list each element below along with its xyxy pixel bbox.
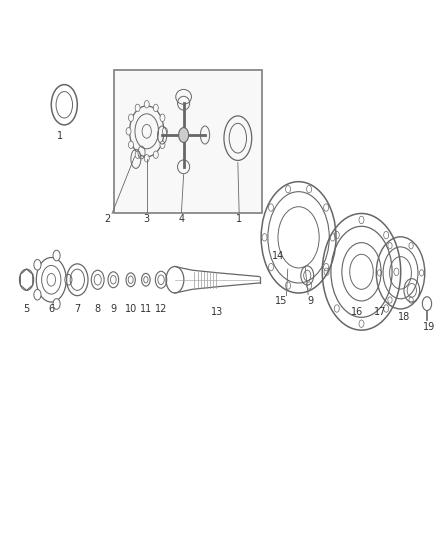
Text: 7: 7	[74, 304, 81, 314]
Ellipse shape	[144, 101, 149, 108]
Text: 17: 17	[374, 306, 386, 317]
Text: 1: 1	[57, 131, 63, 141]
Text: 6: 6	[48, 304, 54, 314]
Ellipse shape	[34, 260, 41, 270]
Text: 14: 14	[272, 251, 284, 261]
Text: 10: 10	[124, 304, 137, 314]
Ellipse shape	[135, 151, 140, 158]
Text: 13: 13	[211, 306, 223, 317]
Ellipse shape	[53, 298, 60, 309]
Ellipse shape	[128, 114, 134, 122]
Ellipse shape	[53, 251, 60, 261]
Ellipse shape	[179, 127, 189, 142]
Ellipse shape	[153, 104, 158, 111]
Ellipse shape	[153, 151, 158, 158]
Text: 15: 15	[275, 296, 287, 306]
Text: 5: 5	[23, 304, 30, 314]
Text: 11: 11	[140, 304, 152, 314]
Text: 9: 9	[110, 304, 117, 314]
Ellipse shape	[160, 114, 165, 122]
Ellipse shape	[126, 127, 131, 135]
Text: 16: 16	[351, 306, 363, 317]
Ellipse shape	[135, 104, 140, 111]
Text: 18: 18	[398, 312, 410, 322]
Ellipse shape	[160, 141, 165, 149]
Text: 3: 3	[144, 214, 150, 224]
Ellipse shape	[162, 127, 167, 135]
Text: 4: 4	[178, 214, 184, 224]
Bar	[114, 70, 261, 214]
Text: 8: 8	[95, 304, 101, 314]
Text: 9: 9	[307, 296, 313, 306]
Text: 2: 2	[105, 214, 111, 224]
Text: 12: 12	[155, 304, 167, 314]
Ellipse shape	[34, 289, 41, 300]
Text: 19: 19	[423, 322, 435, 333]
Ellipse shape	[128, 141, 134, 149]
Ellipse shape	[65, 274, 72, 285]
Ellipse shape	[144, 155, 149, 162]
Text: 1: 1	[236, 214, 242, 224]
